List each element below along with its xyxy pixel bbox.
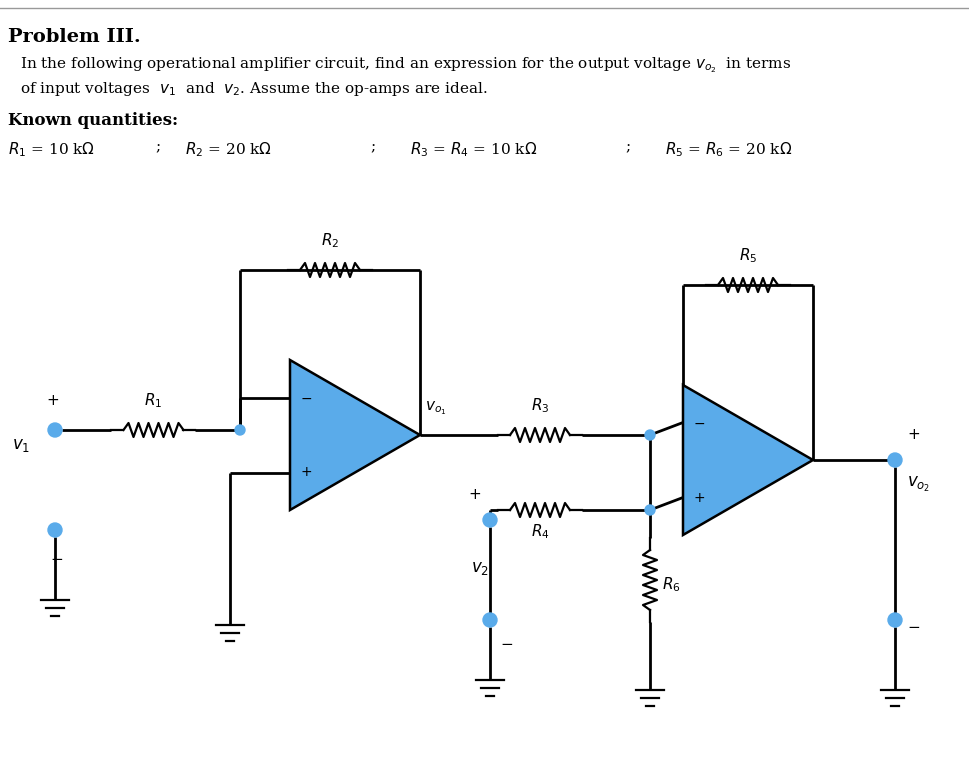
Text: $R_4$: $R_4$ (531, 522, 549, 540)
Text: $-$: $-$ (693, 415, 705, 429)
Text: $R_2$ = 20 k$\Omega$: $R_2$ = 20 k$\Omega$ (185, 140, 272, 159)
Text: Known quantities:: Known quantities: (8, 112, 178, 129)
Text: ;: ; (370, 140, 375, 154)
Circle shape (888, 613, 902, 627)
Text: ;: ; (625, 140, 630, 154)
Text: $v_{o_2}$: $v_{o_2}$ (907, 475, 930, 494)
Text: $v_1$: $v_1$ (12, 436, 30, 453)
Text: $v_2$: $v_2$ (471, 560, 489, 577)
Circle shape (483, 613, 497, 627)
Text: $R_1$: $R_1$ (144, 391, 163, 410)
Circle shape (48, 523, 62, 537)
Text: $R_6$: $R_6$ (662, 576, 680, 594)
Text: $+$: $+$ (300, 466, 312, 479)
Text: $-$: $-$ (500, 635, 514, 650)
Text: +: + (47, 393, 59, 408)
Text: $+$: $+$ (693, 490, 705, 504)
Circle shape (48, 423, 62, 437)
Text: $v_{o_1}$: $v_{o_1}$ (425, 399, 447, 417)
Circle shape (645, 505, 655, 515)
Polygon shape (290, 360, 420, 510)
Polygon shape (683, 385, 813, 535)
Text: $-$: $-$ (300, 391, 312, 405)
Text: In the following operational amplifier circuit, find an expression for the outpu: In the following operational amplifier c… (20, 55, 792, 75)
Text: of input voltages  $v_1$  and  $v_2$. Assume the op-amps are ideal.: of input voltages $v_1$ and $v_2$. Assum… (20, 80, 487, 98)
Circle shape (235, 425, 245, 435)
Text: $R_3$ = $R_4$ = 10 k$\Omega$: $R_3$ = $R_4$ = 10 k$\Omega$ (410, 140, 537, 159)
Text: $R_2$: $R_2$ (321, 232, 339, 250)
Text: Problem III.: Problem III. (8, 28, 141, 46)
Text: ;: ; (155, 140, 160, 154)
Text: $R_1$ = 10 k$\Omega$: $R_1$ = 10 k$\Omega$ (8, 140, 95, 159)
Circle shape (483, 513, 497, 527)
Text: $R_5$ = $R_6$ = 20 k$\Omega$: $R_5$ = $R_6$ = 20 k$\Omega$ (665, 140, 793, 159)
Circle shape (645, 430, 655, 440)
Text: $-$: $-$ (907, 618, 921, 632)
Text: $R_3$: $R_3$ (531, 396, 549, 415)
Text: $-$: $-$ (50, 550, 64, 565)
Text: $R_5$: $R_5$ (738, 246, 757, 265)
Text: +: + (469, 487, 482, 502)
Circle shape (888, 453, 902, 467)
Text: +: + (907, 427, 920, 442)
